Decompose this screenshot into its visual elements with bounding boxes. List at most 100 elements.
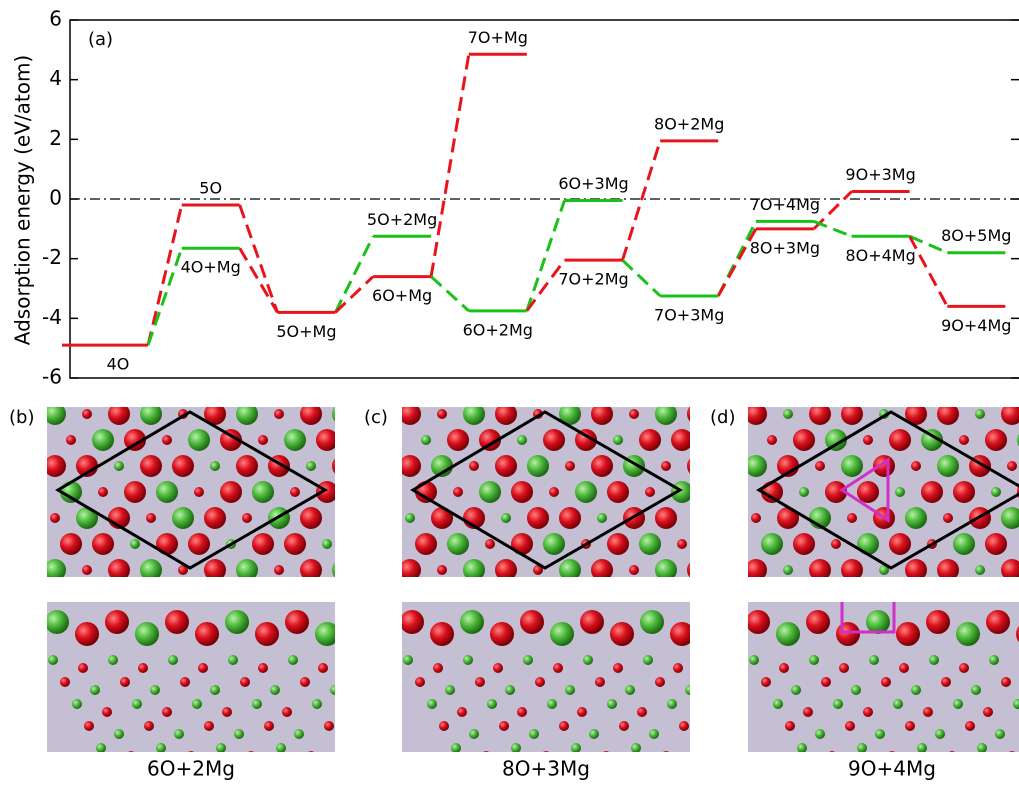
atom	[959, 663, 969, 673]
level-label: 5O	[199, 178, 222, 197]
atom	[889, 429, 911, 451]
atom	[96, 743, 106, 753]
atom	[983, 707, 993, 717]
atom	[831, 539, 841, 549]
atom	[761, 677, 771, 687]
atom	[427, 699, 437, 709]
atom	[793, 533, 815, 555]
atom	[610, 622, 634, 646]
atom	[403, 655, 413, 665]
atom	[242, 513, 252, 523]
atom	[687, 403, 709, 425]
atom	[687, 455, 709, 477]
atom	[836, 622, 860, 646]
atom	[527, 455, 549, 477]
atom	[270, 685, 280, 695]
y-tick-label: 4	[49, 66, 62, 90]
atom	[670, 622, 694, 646]
atom	[975, 565, 985, 575]
atom	[336, 743, 346, 753]
panel-label: (b)	[9, 407, 34, 428]
level-label: 8O+3Mg	[750, 238, 820, 257]
atom	[300, 559, 322, 581]
atom	[845, 721, 855, 731]
level-label: 8O+4Mg	[845, 246, 915, 265]
atom	[82, 409, 92, 419]
atom	[575, 481, 597, 503]
atom	[815, 461, 825, 471]
atom	[833, 699, 843, 709]
atom	[559, 559, 581, 581]
atom	[911, 685, 921, 695]
atom	[639, 533, 661, 555]
atom	[487, 699, 497, 709]
atom	[276, 743, 286, 753]
atom	[274, 565, 284, 575]
atom	[549, 487, 559, 497]
level-label: 7O+4Mg	[750, 195, 820, 214]
atom	[252, 481, 274, 503]
atom	[490, 622, 514, 646]
atom	[290, 487, 300, 497]
level-label: 8O+2Mg	[654, 114, 724, 133]
transition-link	[335, 277, 373, 313]
atom	[234, 729, 244, 739]
atom	[661, 751, 671, 761]
atom	[493, 663, 503, 673]
atom	[619, 721, 629, 731]
y-tick-label: 0	[49, 186, 62, 210]
atom	[791, 685, 801, 695]
top-view	[748, 407, 1019, 577]
atom	[857, 533, 879, 555]
atom	[893, 699, 903, 709]
atom	[282, 707, 292, 717]
atom	[165, 610, 189, 634]
atom	[655, 677, 665, 687]
atom	[517, 435, 527, 445]
atom	[460, 610, 484, 634]
atom	[565, 461, 575, 471]
atom	[210, 461, 220, 471]
atom	[577, 707, 587, 717]
atom	[332, 455, 354, 477]
atom	[120, 677, 130, 687]
atom	[481, 751, 491, 761]
atom	[776, 622, 800, 646]
atom	[869, 655, 879, 665]
atom	[75, 622, 99, 646]
figure: Adsorption energy (eV/atom) (a) (b)6O+2M…	[0, 0, 1019, 787]
atom	[156, 481, 178, 503]
structure-image	[399, 403, 731, 761]
atom	[589, 729, 599, 739]
transition-link	[148, 248, 182, 345]
atom	[1007, 751, 1017, 761]
atom	[629, 565, 639, 575]
atom	[124, 481, 146, 503]
atom	[975, 409, 985, 419]
atom	[439, 721, 449, 731]
atom	[895, 487, 905, 497]
transition-link	[335, 236, 373, 312]
atom	[505, 685, 515, 695]
atom	[745, 559, 767, 581]
atom	[693, 513, 703, 523]
atom	[162, 435, 172, 445]
atom	[935, 729, 945, 739]
atom	[905, 721, 915, 731]
atom	[986, 610, 1010, 634]
atom	[447, 429, 469, 451]
atom	[228, 655, 238, 665]
atom	[543, 533, 565, 555]
atom	[953, 533, 975, 555]
atom	[591, 455, 613, 477]
atom	[899, 663, 909, 673]
level-label: 7O+2Mg	[558, 270, 628, 289]
atom	[977, 743, 987, 753]
atom	[300, 403, 322, 425]
panel-label: (a)	[88, 29, 113, 50]
atom	[453, 487, 463, 497]
atom	[703, 533, 725, 555]
atom	[415, 533, 437, 555]
atom	[284, 429, 306, 451]
y-tick-label: 6	[49, 7, 62, 31]
